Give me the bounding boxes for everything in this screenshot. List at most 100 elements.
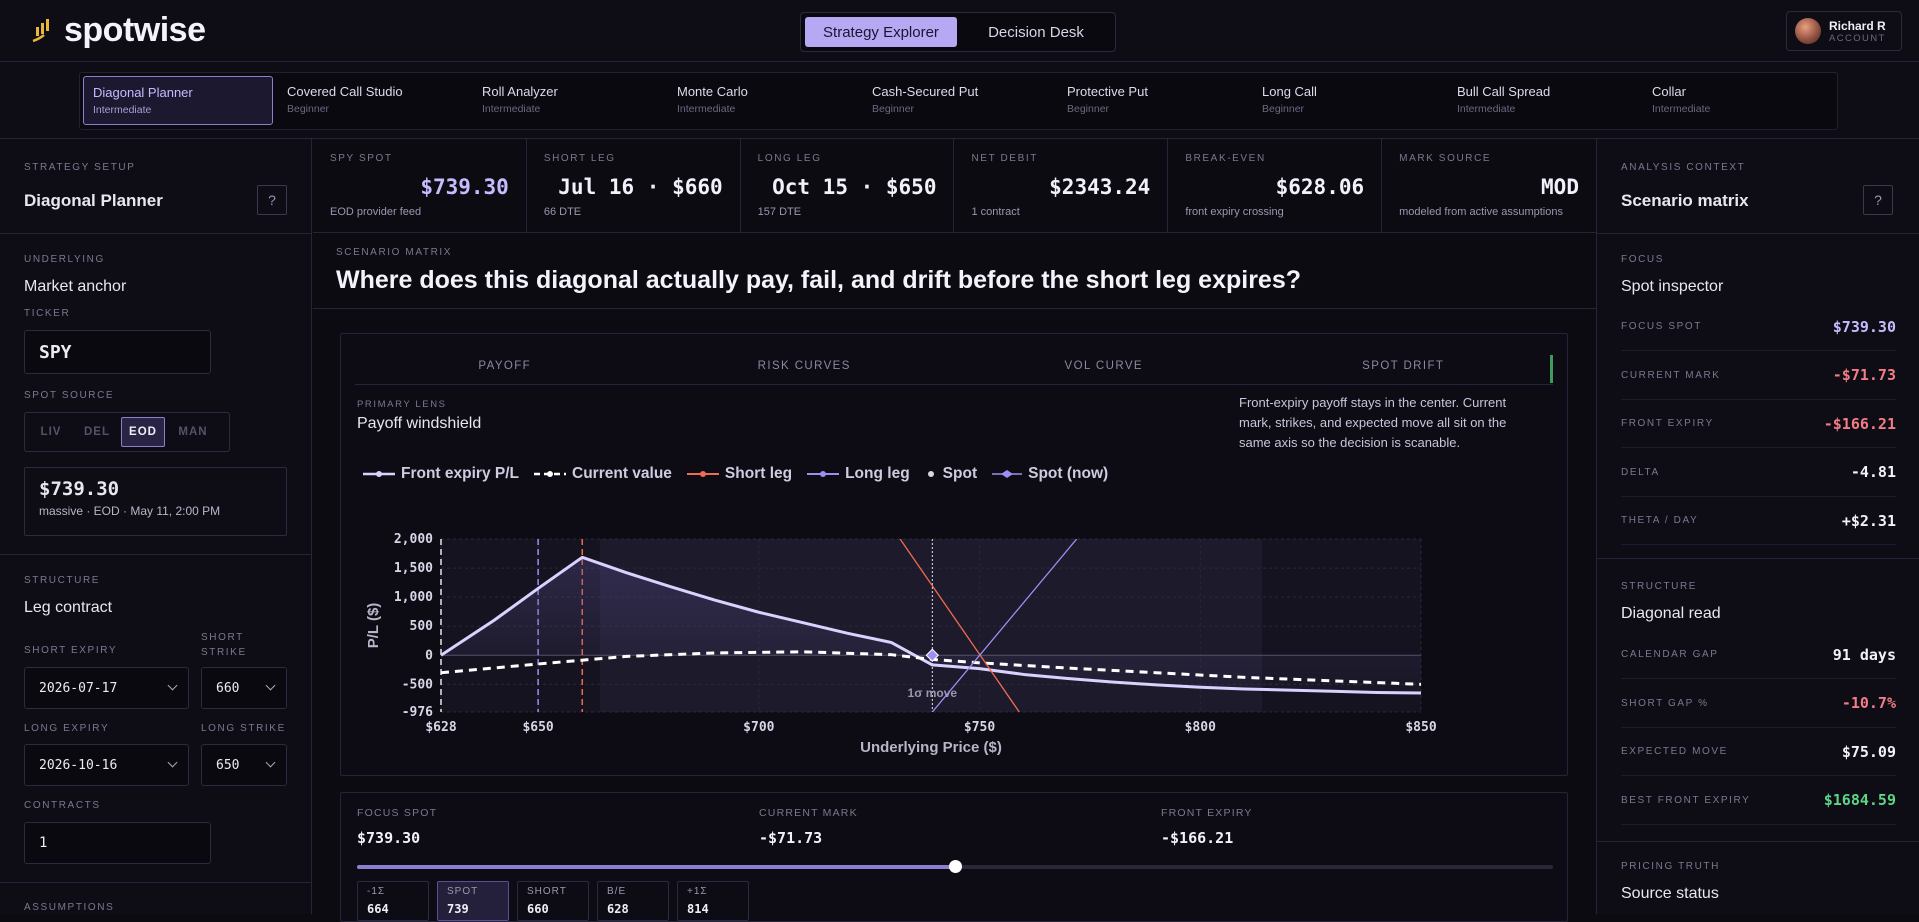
metric-label: NET DEBIT — [971, 153, 1038, 164]
chip-value: 660 — [527, 902, 549, 916]
focus-card: FOCUS SPOT $739.30 CURRENT MARK -$71.73 … — [340, 792, 1568, 922]
long-strike-label: LONG STRIKE — [201, 723, 286, 734]
chip-value: 628 — [607, 902, 629, 916]
metric-card: SPY SPOT $739.30 EOD provider feed — [313, 139, 527, 233]
underlying-label: UNDERLYING — [24, 254, 105, 265]
chip-key: -1Σ — [367, 886, 386, 897]
strategy-item[interactable]: Covered Call Studio Beginner — [278, 76, 468, 125]
chart-card: PAYOFF RISK CURVES VOL CURVE SPOT DRIFT … — [340, 333, 1568, 776]
legend-current-value[interactable]: Current value — [534, 465, 672, 483]
current-value-line — [441, 650, 1421, 686]
legend-label: Current value — [572, 465, 672, 482]
focus-mark-label: CURRENT MARK — [759, 807, 858, 819]
row-value: $739.30 — [1832, 317, 1896, 336]
context-label: ANALYSIS CONTEXT — [1621, 162, 1746, 173]
focus-spot-label: FOCUS SPOT — [357, 807, 438, 819]
short-strike-label: SHORT STRIKE — [201, 632, 247, 658]
strategy-item[interactable]: Collar Intermediate — [1643, 76, 1833, 125]
source-liv[interactable]: LIV — [40, 426, 62, 438]
short-expiry-value: 2026-07-17 — [39, 680, 118, 696]
legend-spot-now[interactable]: Spot (now) — [992, 465, 1108, 483]
long-strike-select[interactable]: 650 — [201, 744, 287, 786]
row-value: -$71.73 — [1832, 366, 1896, 384]
y-tick-label: 500 — [410, 619, 434, 634]
row-value: 91 days — [1832, 645, 1896, 664]
focus-chip[interactable]: B/E 628 — [597, 881, 669, 921]
expected-move-band — [599, 539, 1263, 712]
strategy-item[interactable]: Cash-Secured Put Beginner — [863, 76, 1053, 125]
short-leg-line — [899, 539, 1020, 712]
focus-chip[interactable]: -1Σ 664 — [357, 881, 429, 921]
tab-risk-curves[interactable]: RISK CURVES — [757, 359, 851, 372]
expected-move-label: 1σ move — [908, 686, 958, 700]
mode-strategy-explorer[interactable]: Strategy Explorer — [805, 17, 957, 47]
legend-front-expiry[interactable]: Front expiry P/L — [363, 465, 519, 483]
source-man[interactable]: MAN — [178, 426, 208, 438]
tab-spot-drift[interactable]: SPOT DRIFT — [1362, 359, 1445, 372]
strategy-name: Diagonal Planner — [93, 85, 193, 100]
tab-vol-curve[interactable]: VOL CURVE — [1064, 359, 1143, 372]
strategy-item[interactable]: Roll Analyzer Intermediate — [473, 76, 663, 125]
chip-key: +1Σ — [687, 886, 708, 897]
focus-slider-track[interactable] — [357, 860, 1553, 873]
short-strike-select[interactable]: 660 — [201, 667, 287, 709]
long-strike-value: 650 — [216, 757, 240, 773]
chip-key: SPOT — [447, 886, 479, 897]
strategy-name: Covered Call Studio — [287, 84, 403, 99]
strategy-name: Roll Analyzer — [482, 84, 558, 99]
source-del[interactable]: DEL — [84, 426, 110, 438]
spot-card: $739.30 massive · EOD · May 11, 2:00 PM — [24, 467, 287, 536]
brand-logo[interactable]: spotwise — [30, 10, 206, 50]
source-eod[interactable]: EOD — [121, 417, 165, 447]
focus-slider-fill — [357, 865, 955, 869]
legend-spot[interactable]: Spot — [925, 465, 977, 483]
metric-value: $628.06 — [1275, 175, 1365, 199]
long-expiry-select[interactable]: 2026-10-16 — [24, 744, 189, 786]
focus-mark-block: CURRENT MARK -$71.73 — [759, 807, 858, 847]
focus-chip[interactable]: +1Σ 814 — [677, 881, 749, 921]
strategy-item[interactable]: Diagonal Planner Intermediate — [83, 76, 273, 125]
help-icon[interactable]: ? — [1863, 185, 1893, 215]
metric-row: FOCUS SPOT $739.30 — [1621, 303, 1896, 351]
strategy-item[interactable]: Long Call Beginner — [1253, 76, 1443, 125]
contracts-input[interactable]: 1 — [24, 822, 211, 864]
x-tick-label: $800 — [1185, 720, 1216, 735]
metric-sub: 66 DTE — [543, 206, 582, 218]
structure-title: Diagonal read — [1621, 605, 1721, 622]
focus-chip[interactable]: SHORT 660 — [517, 881, 589, 921]
chip-key: B/E — [607, 886, 627, 897]
left-panel: STRATEGY SETUP Diagonal Planner ? UNDERL… — [0, 139, 312, 914]
strategy-level: Intermediate — [93, 104, 152, 116]
strategy-item[interactable]: Monte Carlo Intermediate — [668, 76, 858, 125]
focus-expiry-label: FRONT EXPIRY — [1161, 807, 1253, 819]
x-tick-label: $650 — [522, 720, 553, 735]
focus-chip[interactable]: SPOT 739 — [437, 881, 509, 921]
focus-slider-thumb[interactable] — [949, 860, 962, 873]
strategy-level: Intermediate — [1457, 103, 1516, 115]
lens-label: PRIMARY LENS — [357, 399, 447, 410]
strategy-bar: Diagonal Planner Intermediate Covered Call… — [0, 62, 1919, 139]
tab-payoff[interactable]: PAYOFF — [478, 359, 532, 372]
ticker-input[interactable]: SPY — [24, 330, 211, 374]
legend-long-leg[interactable]: Long leg — [807, 465, 910, 483]
metric-row: EXPECTED MOVE $75.09 — [1621, 728, 1896, 776]
lens-description: Front-expiry payoff stays in the center.… — [1239, 395, 1507, 450]
chip-key: SHORT — [527, 886, 567, 897]
help-icon[interactable]: ? — [257, 185, 287, 215]
account-menu[interactable]: Richard R ACCOUNT — [1786, 11, 1902, 51]
chart-legend: Front expiry P/L Current value Short leg… — [363, 465, 1108, 483]
metrics-strip: SPY SPOT $739.30 EOD provider feed SHORT LE… — [313, 139, 1596, 233]
row-key: THETA / DAY — [1621, 515, 1699, 526]
strategy-item[interactable]: Bull Call Spread Intermediate — [1448, 76, 1638, 125]
focus-expiry-value: -$166.21 — [1161, 829, 1234, 847]
right-panel: ANALYSIS CONTEXT Scenario matrix ? FOCUS… — [1596, 139, 1919, 914]
y-tick-label: 2,000 — [394, 532, 433, 547]
y-tick-label: 1,000 — [394, 590, 433, 605]
legend-short-leg[interactable]: Short leg — [686, 465, 792, 483]
short-expiry-select[interactable]: 2026-07-17 — [24, 667, 189, 709]
mode-decision-desk[interactable]: Decision Desk — [988, 23, 1084, 41]
row-value: +$2.31 — [1841, 511, 1896, 530]
metric-row: SHORT GAP % -10.7% — [1621, 680, 1896, 728]
chip-value: 814 — [687, 902, 709, 916]
strategy-item[interactable]: Protective Put Beginner — [1058, 76, 1248, 125]
